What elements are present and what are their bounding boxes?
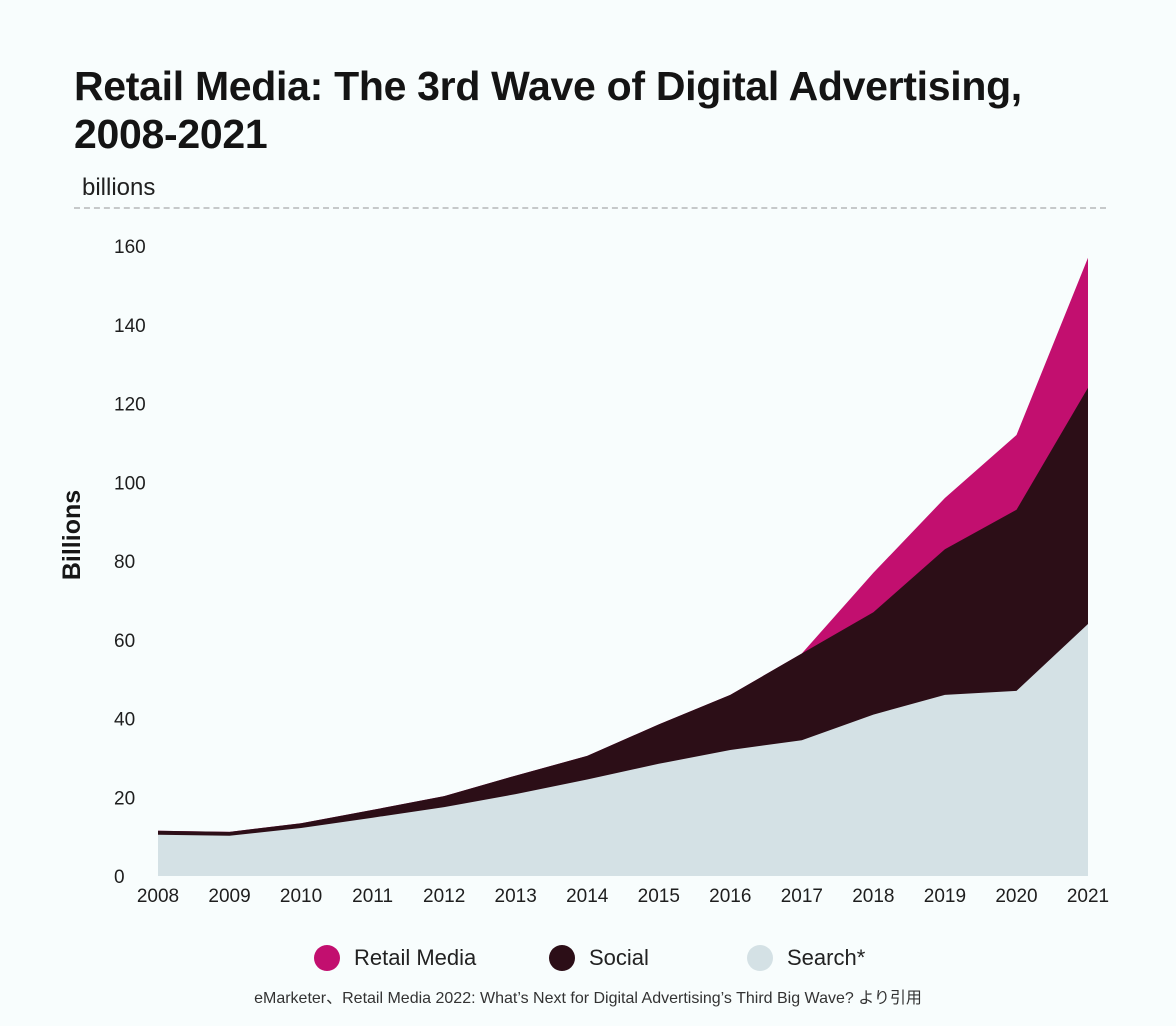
x-tick-label: 2008 [137,886,179,907]
y-tick-label: 80 [114,552,135,573]
y-tick-label: 20 [114,788,135,809]
dashed-divider [74,207,1106,209]
series-areas [158,257,1088,876]
legend-swatch [549,945,575,971]
x-tick-label: 2014 [566,886,609,907]
y-tick-label: 120 [114,395,146,416]
x-tick-label: 2018 [852,886,894,907]
x-tick-label: 2012 [423,886,465,907]
x-tick-label: 2013 [495,886,537,907]
legend: Retail Media Social Search* [0,938,1176,978]
legend-item: Search* [747,938,865,978]
y-tick-label: 40 [114,710,135,731]
x-tick-label: 2011 [352,886,393,907]
x-tick-label: 2015 [638,886,680,907]
chart-title: Retail Media: The 3rd Wave of Digital Ad… [74,63,1022,157]
x-tick-label: 2019 [924,886,966,907]
legend-swatch [314,945,340,971]
x-tick-label: 2017 [781,886,823,907]
legend-label: Social [589,945,649,970]
y-tick-label: 0 [114,867,125,888]
x-tick-label: 2020 [995,886,1037,907]
legend-label: Search* [787,945,866,970]
x-tick-label: 2009 [208,886,250,907]
area-search [158,624,1088,876]
y-axis-ticks: 0 20 40 60 80 100 120 140 160 [114,237,146,888]
y-tick-label: 60 [114,631,135,652]
x-tick-label: 2010 [280,886,322,907]
legend-swatch [747,945,773,971]
x-tick-label: 2016 [709,886,751,907]
y-tick-label: 100 [114,473,146,494]
x-axis-ticks: 2008 2009 2010 2011 2012 2013 2014 2015 2016 2017… [137,886,1109,907]
chart-subtitle: billions [82,174,156,201]
source-caption: eMarketer、Retail Media 2022: What’s Next… [254,990,922,1007]
legend-label: Retail Media [354,945,477,970]
y-axis-label: Billions [58,490,86,580]
legend-item: Retail Media [314,938,476,978]
y-tick-label: 140 [114,316,146,337]
x-tick-label: 2021 [1067,886,1109,907]
y-tick-label: 160 [114,237,146,258]
legend-item: Social [549,938,649,978]
